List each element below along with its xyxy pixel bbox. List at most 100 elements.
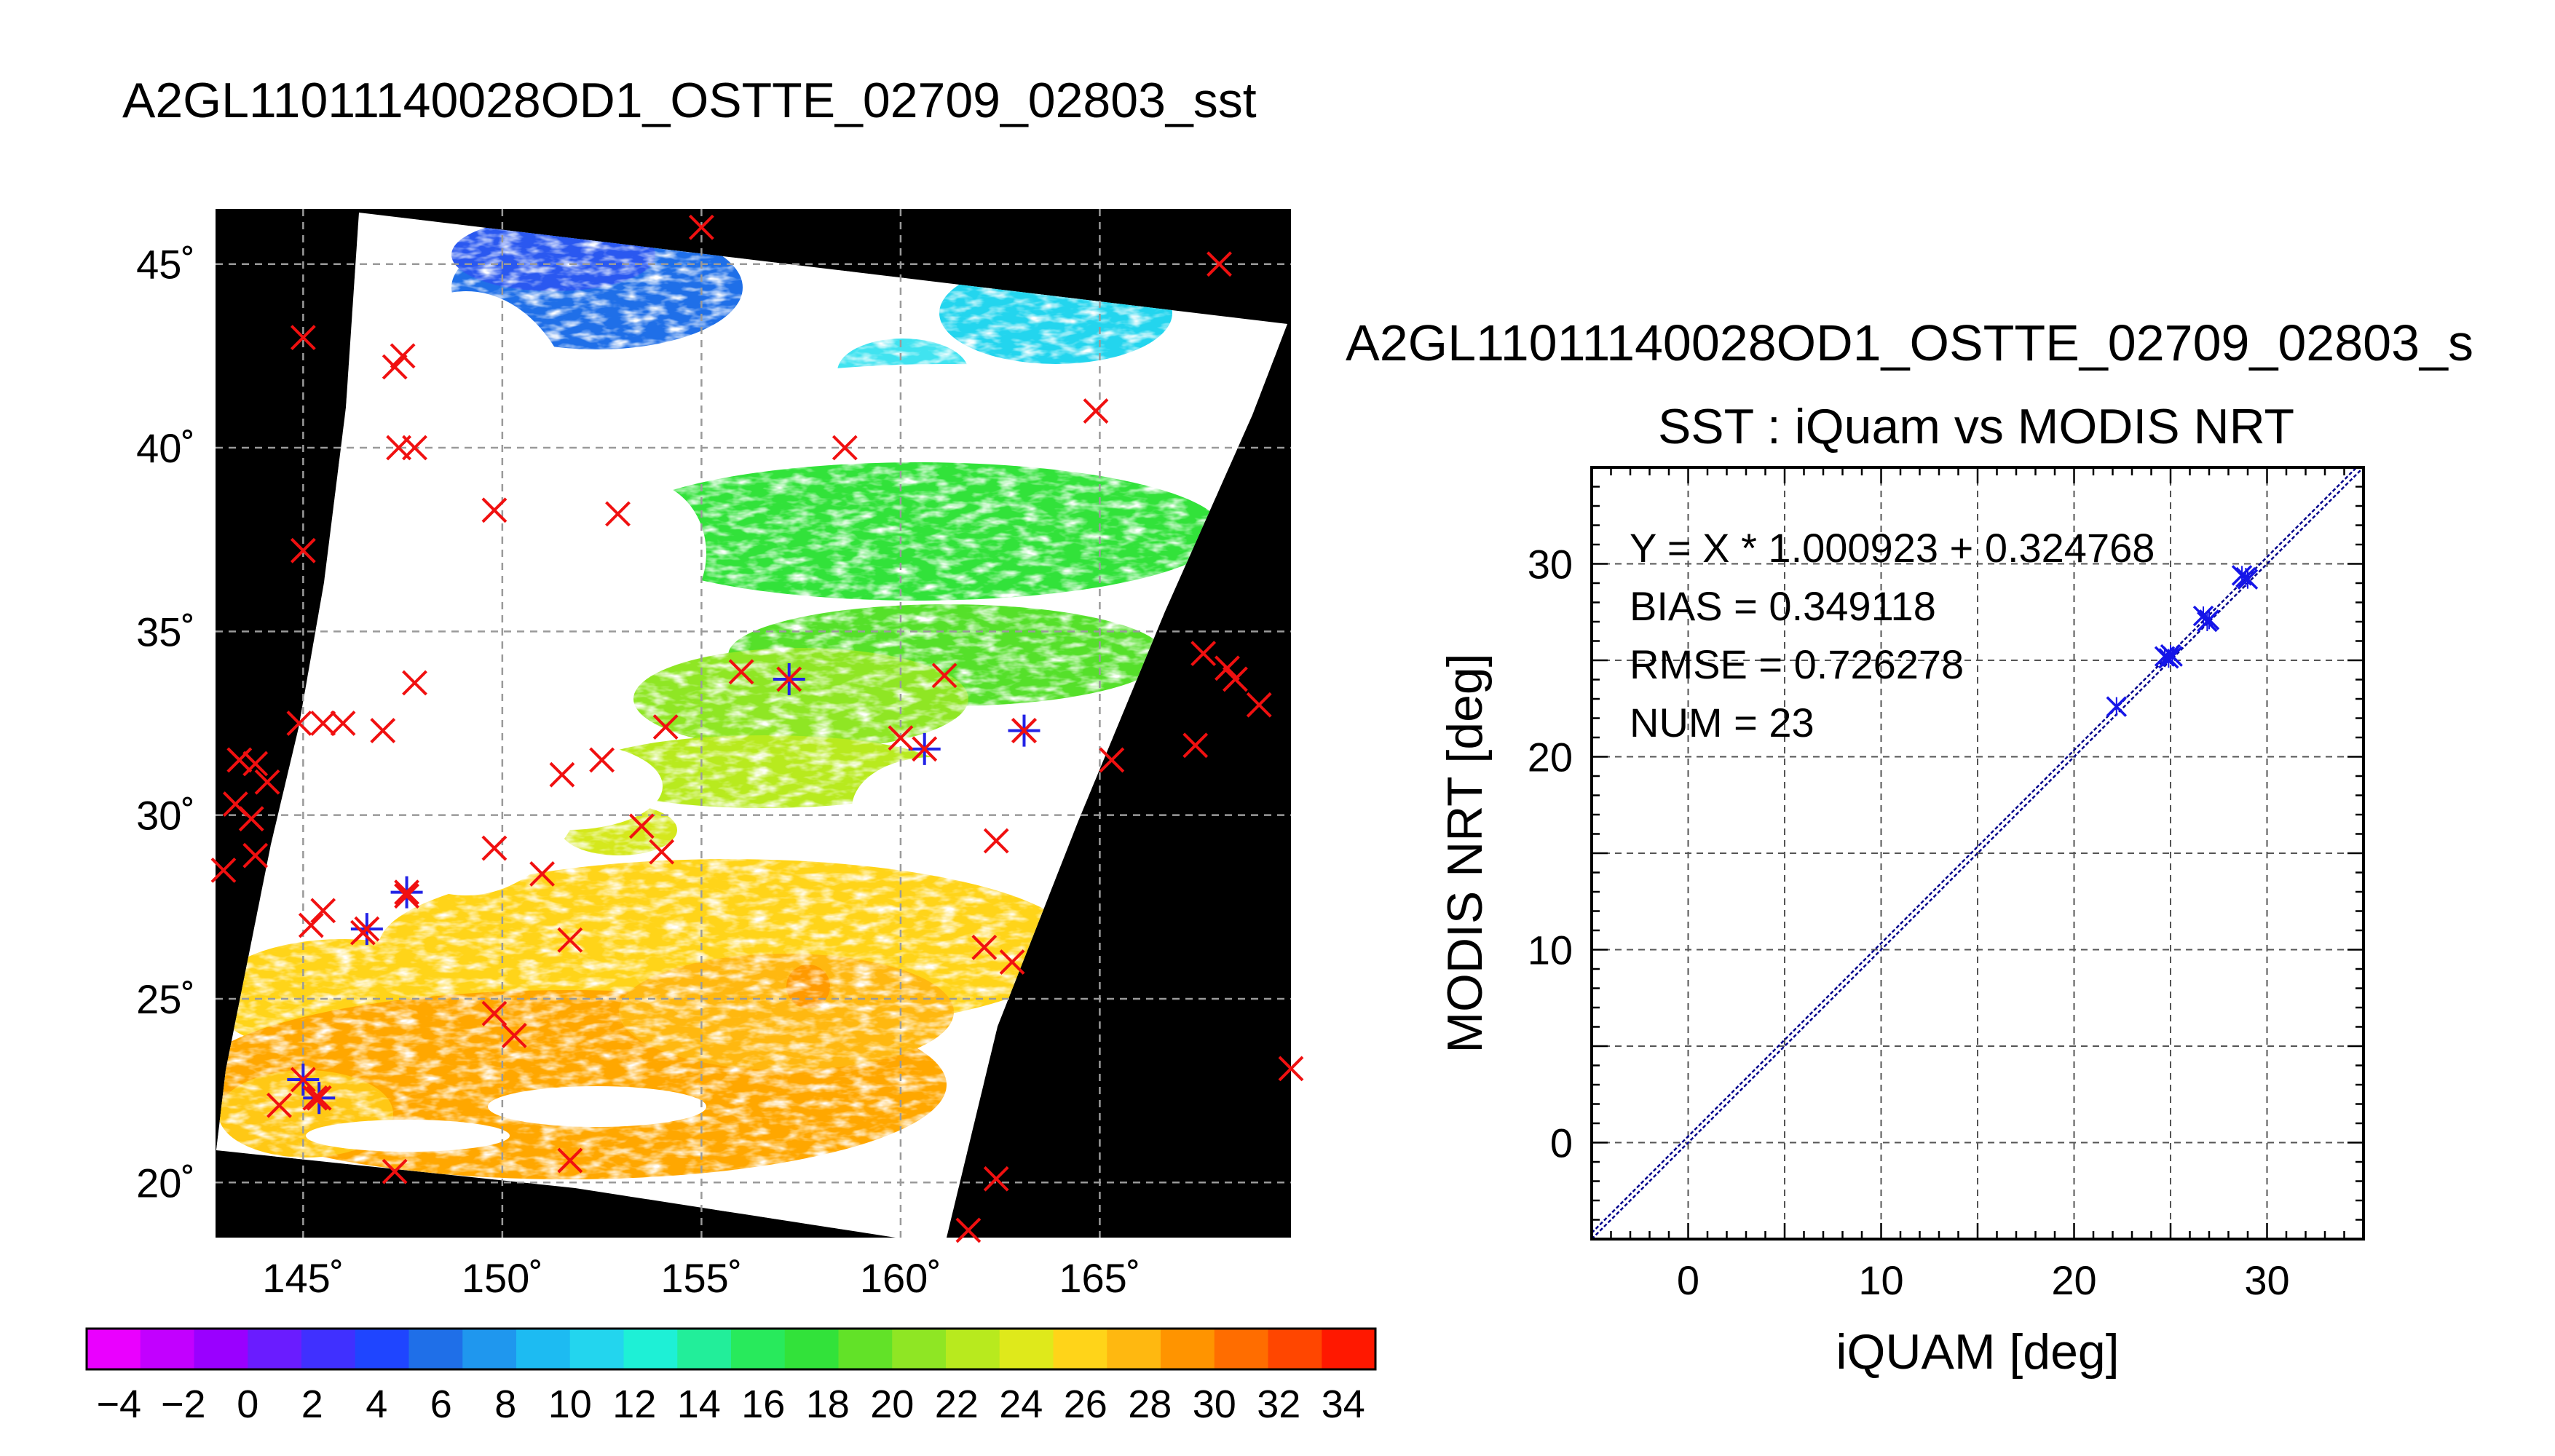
map-marker-red — [1207, 251, 1232, 277]
map-marker-red — [628, 813, 655, 839]
map-marker-red — [286, 711, 312, 736]
colorbar-tick-label: 28 — [1128, 1382, 1172, 1426]
map-marker-red — [549, 761, 575, 788]
figure-title: A2GL11011140028OD1_OSTTE_02709_02803_sst — [122, 73, 1257, 128]
scatter-point — [2162, 646, 2183, 667]
colorbar-tick-label: 30 — [1193, 1382, 1236, 1426]
map-marker-red — [931, 662, 957, 689]
scatter-stats-block: Y = X * 1.000923 + 0.324768 BIAS = 0.3491… — [1630, 525, 2155, 745]
map-marker-red — [481, 835, 508, 861]
map-marker-red — [728, 659, 754, 685]
map-marker-red — [330, 711, 356, 736]
map-marker-red — [776, 666, 802, 692]
scatter-x-tick-label: 20 — [2051, 1257, 2096, 1303]
cloud-center-low — [473, 743, 663, 830]
map-lat-tick-label: 20˚ — [136, 1160, 195, 1206]
map-marker-red — [912, 736, 938, 762]
map-lat-tick-label: 45˚ — [136, 242, 195, 288]
colorbar-swatch — [1214, 1329, 1268, 1369]
map-lat-tick-label: 25˚ — [136, 976, 195, 1022]
map-lat-tick-label: 35˚ — [136, 609, 195, 654]
scatter-frame — [1590, 466, 2365, 1241]
colorbar-tick-label: −2 — [161, 1382, 206, 1426]
colorbar-tick-label: 0 — [237, 1382, 258, 1426]
scatter-x-tick-labels: 0 10 20 30 — [1677, 1257, 2290, 1303]
colorbar-swatch — [1053, 1329, 1107, 1369]
colorbar-swatch — [784, 1329, 839, 1369]
colorbar-tick-label: 24 — [999, 1382, 1043, 1426]
map-marker-red — [605, 501, 631, 527]
map-marker-red — [971, 934, 998, 960]
map-lat-tick-label: 30˚ — [136, 793, 195, 839]
map-marker-red — [481, 1000, 508, 1026]
map-marker-red — [210, 857, 237, 883]
map-lon-tick-labels: 145˚ 150˚ 155˚ 160˚ 165˚ — [262, 1255, 1140, 1301]
scatter-point — [2192, 605, 2214, 627]
map-marker-red — [310, 898, 336, 924]
map-marker-red — [394, 883, 419, 909]
swath — [216, 213, 1287, 1238]
map-marker-red — [1182, 732, 1209, 759]
colorbar-swatch — [731, 1329, 786, 1369]
map-marker-red — [382, 354, 408, 380]
scatter-point — [2198, 609, 2220, 630]
scatter-x-tick-label: 30 — [2244, 1257, 2289, 1303]
colorbar-tick-label: 12 — [612, 1382, 656, 1426]
scatter-y-tick-label: 20 — [1528, 735, 1573, 780]
colorbar-tick-label: 14 — [677, 1382, 721, 1426]
map-marker-red — [1011, 718, 1037, 744]
scatter-fit-lines — [1591, 467, 2364, 1240]
colorbar-swatch — [248, 1329, 302, 1369]
map-marker-red — [290, 1067, 316, 1093]
map-marker-red — [955, 1217, 982, 1243]
scatter-point — [2237, 569, 2259, 590]
colorbar-swatch — [838, 1329, 893, 1369]
colorbar-swatch — [462, 1329, 517, 1369]
map-marker-red — [354, 916, 380, 942]
colorbar-tick-labels: −4 −2 0 2 4 6 8 10 12 14 16 18 20 22 24 26 28 30 32 34 — [96, 1382, 1365, 1426]
map-grid — [216, 209, 1291, 1238]
map-lat-tick-labels: 20˚ 25˚ 30˚ 35˚ 40˚ 45˚ — [136, 242, 195, 1206]
map-marker-red — [589, 747, 615, 773]
map-lon-tick-label: 160˚ — [860, 1255, 941, 1301]
map-marker-red — [402, 435, 427, 461]
map-marker-red — [1215, 655, 1240, 681]
map-marker-red — [529, 860, 555, 887]
colorbar-tick-label: 18 — [806, 1382, 850, 1426]
scatter-x-tick-label: 10 — [1858, 1257, 1903, 1303]
colorbar-tick-label: 34 — [1322, 1382, 1365, 1426]
map-panel: 20˚ 25˚ 30˚ 35˚ 40˚ 45˚ 145˚ 150˚ 155˚ 160˚ 165˚ — [136, 209, 1304, 1301]
map-marker-red — [557, 927, 583, 953]
colorbar-swatch — [999, 1329, 1054, 1369]
scatter-title: SST : iQuam vs MODIS NRT — [1658, 399, 2294, 454]
colorbar-tick-label: 2 — [301, 1382, 323, 1426]
colorbar-swatch — [1268, 1329, 1322, 1369]
colorbar-tick-label: 20 — [870, 1382, 914, 1426]
map-marker-red — [402, 670, 427, 696]
scatter-y-tick-label: 10 — [1528, 927, 1573, 973]
colorbar-swatch — [1107, 1329, 1161, 1369]
scatter-y-tick-labels: 0 10 20 30 — [1528, 542, 1573, 1166]
scatter-y-tick-label: 0 — [1550, 1120, 1573, 1166]
cloud-west-mid — [335, 561, 597, 895]
cloud-center — [575, 480, 706, 626]
colorbar-swatch — [87, 1329, 141, 1369]
scatter-points — [2106, 565, 2259, 717]
colorbar-swatch — [355, 1329, 409, 1369]
map-marker-red — [983, 1166, 1009, 1192]
colorbar-tick-label: −4 — [96, 1382, 141, 1426]
colorbar: −4 −2 0 2 4 6 8 10 12 14 16 18 20 22 24 26 28 30 32 34 — [85, 1327, 1377, 1426]
map-lon-tick-label: 155˚ — [660, 1255, 742, 1301]
scatter-y-axis-label: MODIS NRT [deg] — [1437, 653, 1493, 1053]
cloud-west-upper — [350, 291, 583, 612]
map-marker-red — [370, 718, 396, 744]
map-lat-tick-label: 40˚ — [136, 425, 195, 471]
map-marker-red — [999, 949, 1025, 975]
map-marker-red — [983, 828, 1009, 854]
map-marker-red — [501, 1023, 527, 1048]
colorbar-swatch — [623, 1329, 678, 1369]
map-marker-red — [302, 1085, 328, 1111]
colorbar-tick-label: 32 — [1257, 1382, 1300, 1426]
map-marker-red — [557, 1147, 583, 1174]
